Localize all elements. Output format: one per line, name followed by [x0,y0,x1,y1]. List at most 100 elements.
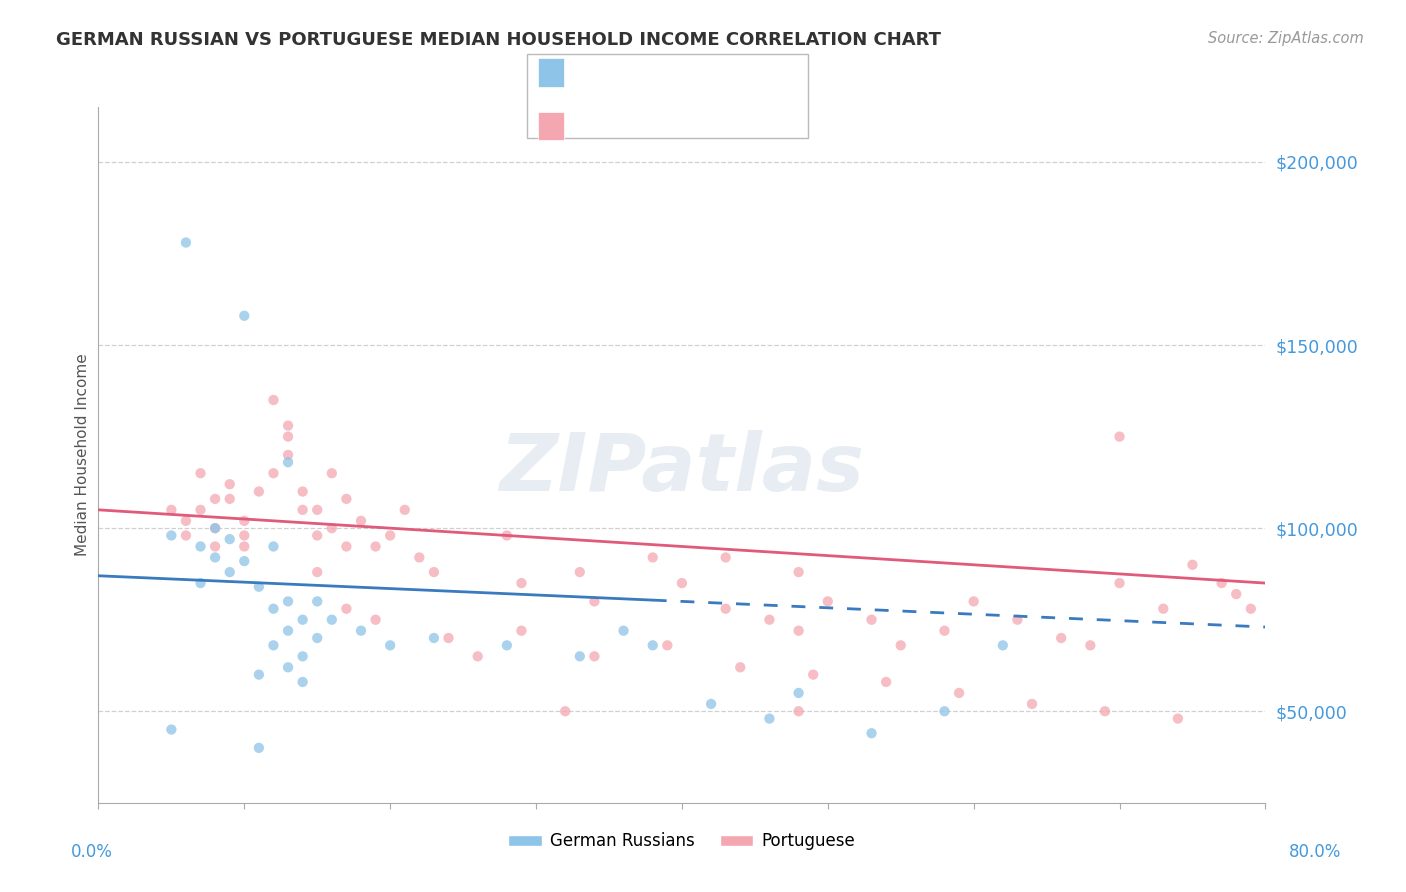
Point [467,649,489,664]
Point [160,503,183,517]
Point [612,624,634,638]
Point [364,613,387,627]
Point [1167,712,1189,726]
Point [496,528,519,542]
Point [1240,601,1263,615]
Point [641,638,664,652]
Point [335,491,357,506]
Point [568,649,591,664]
Point [190,576,212,591]
Point [218,477,240,491]
Point [277,429,299,443]
Point [875,675,897,690]
Point [510,576,533,591]
Point [174,514,197,528]
Point [277,418,299,433]
Point [1181,558,1204,572]
Point [233,540,256,554]
Point [218,491,240,506]
Point [247,580,270,594]
Point [247,667,270,681]
Point [801,667,824,681]
Point [174,235,197,250]
Point [714,550,737,565]
Point [860,613,883,627]
Point [423,565,446,579]
Point [730,660,752,674]
Text: 0.0%: 0.0% [70,843,112,861]
Point [714,601,737,615]
Point [277,594,299,608]
Text: Source: ZipAtlas.com: Source: ZipAtlas.com [1208,31,1364,46]
Point [321,613,343,627]
Point [277,455,299,469]
Point [247,484,270,499]
Point [671,576,693,591]
Point [1152,601,1174,615]
Point [962,594,984,608]
Point [218,532,240,546]
Point [204,540,226,554]
Point [758,613,780,627]
Point [190,540,212,554]
Point [700,697,723,711]
Point [190,467,212,481]
Point [787,624,810,638]
Point [307,631,329,645]
Point [394,503,416,517]
Text: 40: 40 [721,67,744,85]
Point [948,686,970,700]
Point [262,467,284,481]
Point [641,550,664,565]
Point [277,448,299,462]
Point [787,565,810,579]
Point [787,704,810,718]
Point [1108,429,1130,443]
Point [262,601,284,615]
Point [307,503,329,517]
Point [860,726,883,740]
Point [758,712,780,726]
Point [160,528,183,542]
Point [233,554,256,568]
Point [380,638,402,652]
Point [233,309,256,323]
Point [233,514,256,528]
Text: R =: R = [574,67,610,85]
Point [583,649,606,664]
Legend: German Russians, Portuguese: German Russians, Portuguese [502,826,862,857]
Text: R =: R = [574,120,610,138]
Point [554,704,576,718]
Text: ZIPatlas: ZIPatlas [499,430,865,508]
Point [1225,587,1247,601]
Point [364,540,387,554]
Point [1021,697,1043,711]
Point [568,565,591,579]
Point [1094,704,1116,718]
Text: -0.222: -0.222 [616,120,675,138]
Point [423,631,446,645]
Y-axis label: Median Household Income: Median Household Income [75,353,90,557]
Point [1211,576,1233,591]
Point [583,594,606,608]
Point [408,550,430,565]
Text: GERMAN RUSSIAN VS PORTUGUESE MEDIAN HOUSEHOLD INCOME CORRELATION CHART: GERMAN RUSSIAN VS PORTUGUESE MEDIAN HOUS… [56,31,941,49]
Text: N =: N = [679,120,727,138]
Point [291,649,314,664]
Point [496,638,519,652]
Point [934,624,956,638]
Point [190,503,212,517]
Point [174,528,197,542]
Text: 80.0%: 80.0% [1288,843,1341,861]
Point [307,565,329,579]
Point [510,624,533,638]
Point [321,521,343,535]
Text: 74: 74 [721,120,745,138]
Point [307,594,329,608]
Point [204,550,226,565]
Text: -0.097: -0.097 [616,67,675,85]
Point [1080,638,1102,652]
Point [277,660,299,674]
Point [277,624,299,638]
Point [437,631,460,645]
